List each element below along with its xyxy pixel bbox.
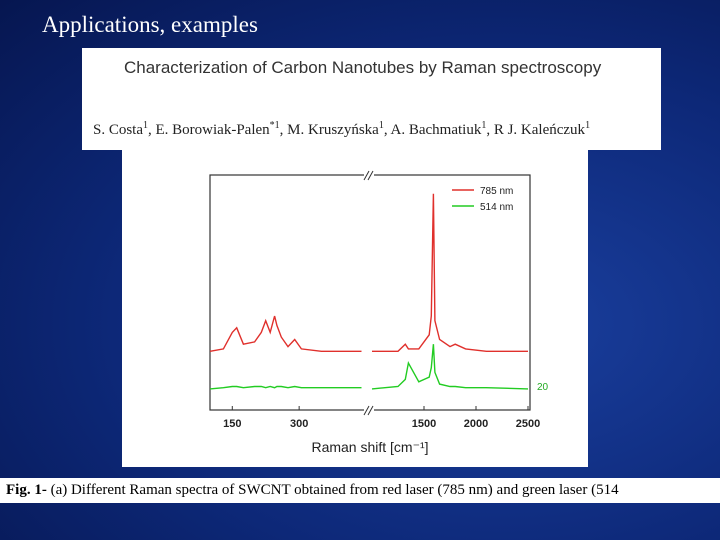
separator: , xyxy=(486,122,494,138)
caption-label: Fig. 1- xyxy=(6,482,47,498)
x-tick-label: 1500 xyxy=(412,418,436,430)
break-mark xyxy=(363,170,374,416)
paper-header: Characterization of Carbon Nanotubes by … xyxy=(82,48,661,150)
author-affiliation: 1 xyxy=(481,120,487,131)
spectrum-line xyxy=(209,193,528,352)
axis-break xyxy=(364,170,374,180)
author-affiliation: 1 xyxy=(585,120,591,131)
x-tick-label: 2500 xyxy=(516,418,540,430)
x-axis-label: Raman shift [cm⁻¹] xyxy=(311,439,428,455)
author-name: S. Costa xyxy=(93,122,144,138)
caption-text: (a) Different Raman spectra of SWCNT obt… xyxy=(46,482,619,498)
figure xyxy=(122,150,588,467)
separator: , xyxy=(383,122,391,138)
paper-title: Characterization of Carbon Nanotubes by … xyxy=(124,58,602,77)
caption: Fig. 1- (a) Different Raman spectra of S… xyxy=(0,478,720,503)
author-name: A. Bachmatiuk xyxy=(390,122,482,138)
slide-title: Applications, examples xyxy=(42,12,258,37)
x-tick-label: 2000 xyxy=(464,418,488,430)
authors: S. Costa1, E. Borowiak-Palen*1, M. Krusz… xyxy=(93,120,590,139)
annotation: 20 xyxy=(537,382,549,393)
x-tick-label: 150 xyxy=(223,418,241,430)
spectrum-line xyxy=(209,344,529,390)
author-name: R J. Kaleńczuk xyxy=(493,122,586,138)
author-affiliation: *1 xyxy=(269,120,280,131)
axis-break xyxy=(364,405,374,415)
x-tick-label: 300 xyxy=(290,418,308,430)
legend-label: 514 nm xyxy=(480,202,513,213)
separator: , xyxy=(148,122,156,138)
separator: , xyxy=(279,122,288,138)
author-affiliation: 1 xyxy=(143,120,149,131)
author-name: E. Borowiak-Palen xyxy=(155,122,270,138)
author-affiliation: 1 xyxy=(378,120,384,131)
author-name: M. Kruszyńska xyxy=(287,122,379,138)
legend-label: 785 nm xyxy=(480,186,513,197)
